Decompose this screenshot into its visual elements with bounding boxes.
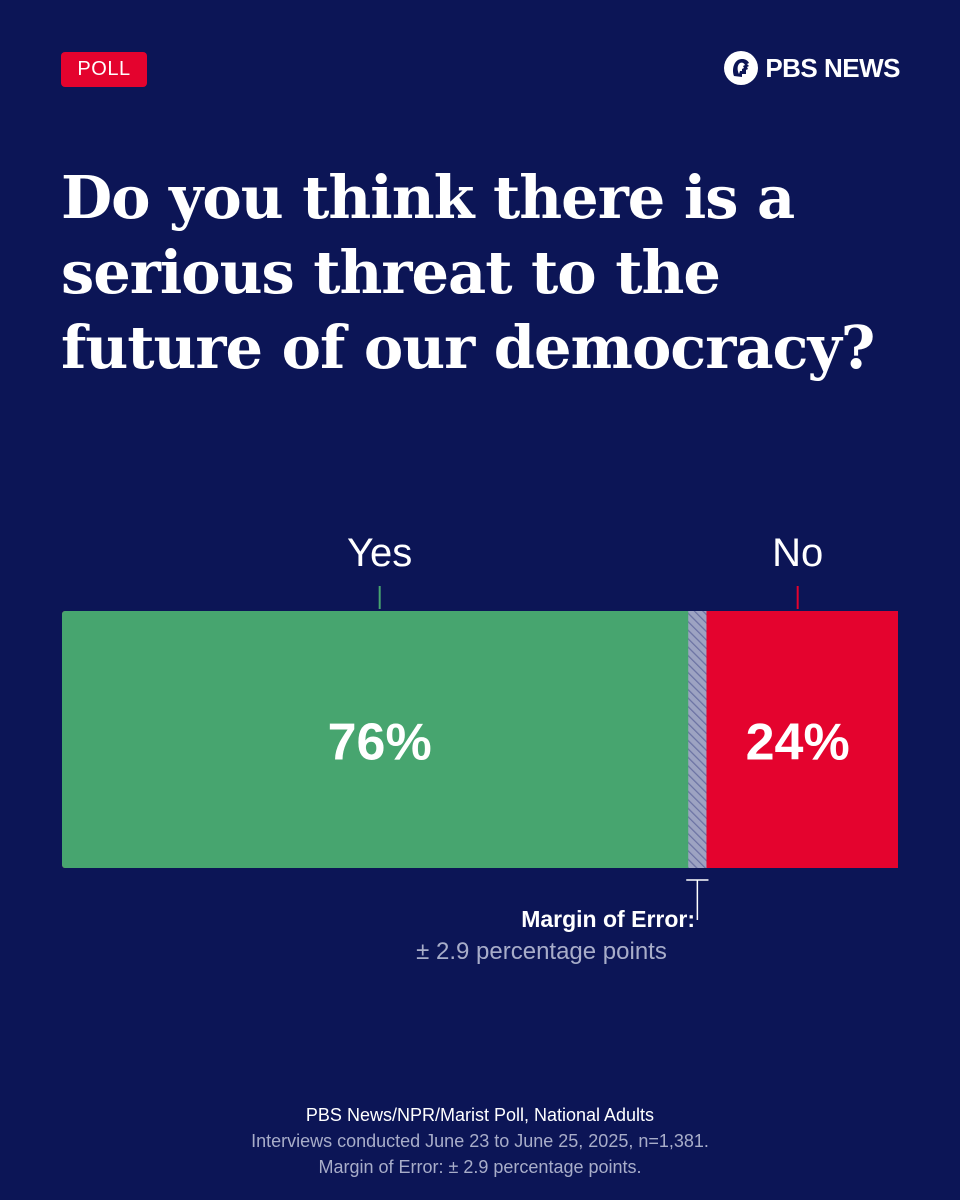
pbs-news-logo: PBS NEWS bbox=[723, 50, 900, 86]
category-label-no: No bbox=[772, 531, 823, 575]
category-label-yes: Yes bbox=[347, 531, 412, 575]
margin-of-error-value: ± 2.9 percentage points bbox=[416, 938, 667, 965]
pbs-head-icon bbox=[724, 51, 759, 85]
source-line: PBS News/NPR/Marist Poll, National Adult… bbox=[305, 1105, 655, 1125]
margin-of-error-band bbox=[688, 611, 707, 868]
poll-tag: POLL bbox=[61, 52, 147, 87]
headline: Do you think there is a serious threat t… bbox=[61, 163, 875, 382]
source-footer: PBS News/NPR/Marist Poll, National Adult… bbox=[0, 1102, 960, 1180]
logo-wordmark: PBS NEWS bbox=[765, 52, 900, 83]
value-label-no: 24% bbox=[746, 714, 850, 772]
bar-no bbox=[697, 611, 898, 868]
margin-connector bbox=[696, 880, 699, 920]
margin-of-error-label: Margin of Error: bbox=[521, 906, 695, 932]
margin-line: Margin of Error: ± 2.9 percentage points… bbox=[318, 1157, 642, 1177]
value-label-yes: 76% bbox=[328, 714, 432, 772]
poll-bar-chart: Yes 76% No 24% bbox=[62, 531, 898, 920]
interviews-line: Interviews conducted June 23 to June 25,… bbox=[251, 1131, 709, 1151]
bar-yes bbox=[62, 611, 698, 868]
